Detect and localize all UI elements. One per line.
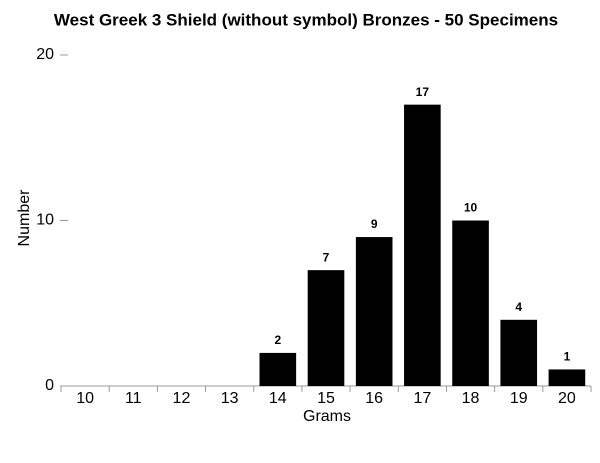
- y-tick-label: 20: [36, 46, 54, 63]
- x-axis-label: Grams: [303, 408, 351, 425]
- chart-title: West Greek 3 Shield (without symbol) Bro…: [54, 10, 558, 29]
- x-tick-label: 19: [510, 390, 528, 407]
- value-label: 7: [323, 250, 330, 264]
- x-tick-label: 14: [269, 390, 287, 407]
- bar: [355, 237, 393, 386]
- x-tick-label: 16: [365, 390, 383, 407]
- x-tick-label: 18: [462, 390, 480, 407]
- x-tick-label: 12: [173, 390, 191, 407]
- x-tick-label: 10: [76, 390, 94, 407]
- value-label: 1: [564, 350, 571, 364]
- x-tick-label: 17: [413, 390, 431, 407]
- bar: [404, 104, 441, 387]
- bar: [500, 319, 538, 386]
- y-tick-label: 0: [45, 377, 54, 394]
- bar: [259, 352, 297, 386]
- bar: [548, 369, 586, 386]
- bar: [307, 270, 345, 386]
- x-tick-label: 11: [125, 390, 142, 407]
- value-label: 17: [416, 85, 430, 99]
- x-tick-label: 13: [221, 390, 239, 407]
- bar: [452, 220, 489, 386]
- y-axis-label: Number: [16, 189, 33, 247]
- x-tick-label: 20: [558, 390, 576, 407]
- x-tick-label: 15: [317, 390, 335, 407]
- value-label: 10: [464, 201, 478, 215]
- y-tick-label: 10: [36, 212, 54, 229]
- value-label: 9: [371, 217, 378, 231]
- value-label: 2: [274, 333, 281, 347]
- value-label: 4: [515, 300, 522, 314]
